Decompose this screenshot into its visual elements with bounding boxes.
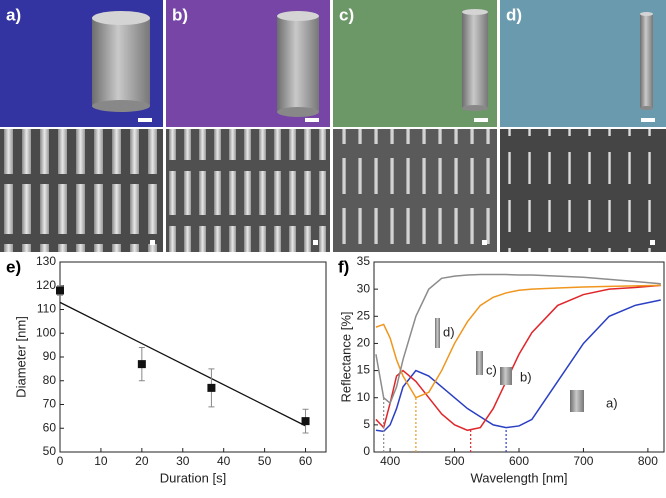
panel-label: a) (6, 5, 21, 24)
y-axis-title: Reflectance [%] (338, 311, 353, 402)
data-point (137, 360, 146, 369)
scale-bar (138, 118, 655, 122)
data-point (301, 417, 310, 426)
y-tick-label: 110 (37, 302, 56, 316)
x-tick-label: 700 (573, 454, 593, 468)
x-tick-label: 50 (258, 454, 272, 468)
y-tick-label: 25 (357, 308, 371, 322)
y-tick-label: 15 (357, 363, 371, 377)
x-tick-label: 60 (299, 454, 313, 468)
sem-image (166, 129, 330, 252)
plot-frame (59, 261, 327, 453)
cylinder-icon (570, 390, 584, 412)
x-tick-label: 500 (445, 454, 465, 468)
y-tick-label: 120 (36, 278, 56, 292)
cylinder-icon (92, 9, 653, 117)
panel-label: f) (338, 257, 349, 276)
y-tick-label: 130 (36, 254, 56, 268)
y-tick-label: 70 (43, 397, 57, 411)
sem-image (0, 129, 163, 252)
series-label: b) (520, 369, 532, 384)
x-tick-label: 40 (217, 454, 231, 468)
spectrum-line (375, 299, 661, 433)
x-tick-label: 0 (57, 454, 64, 468)
x-tick-label: 20 (135, 454, 149, 468)
y-axis-title: Diameter [nm] (13, 316, 28, 398)
series-label: d) (443, 324, 455, 339)
panel-label: c) (339, 5, 354, 24)
x-tick-label: 10 (94, 454, 108, 468)
x-axis-title: Wavelength [nm] (470, 470, 567, 485)
y-tick-label: 10 (357, 390, 371, 404)
y-tick-label: 5 (363, 417, 370, 431)
panel-label: e) (6, 257, 21, 276)
panel-label: b) (172, 5, 188, 24)
y-tick-label: 30 (357, 281, 371, 295)
y-tick-label: 100 (36, 325, 56, 339)
x-tick-label: 600 (509, 454, 529, 468)
y-tick-label: 50 (43, 444, 57, 458)
photo (500, 0, 666, 127)
x-axis-title: Duration [s] (160, 470, 226, 485)
spectrum-line (375, 273, 661, 405)
data-point (207, 383, 216, 392)
x-tick-label: 800 (638, 454, 658, 468)
data-point (56, 286, 64, 295)
scale-bar (150, 240, 655, 245)
series-label: a) (606, 395, 618, 410)
spectrum-line (375, 284, 661, 432)
spectrum-line (375, 284, 661, 399)
y-tick-label: 0 (363, 444, 370, 458)
y-tick-label: 35 (357, 254, 371, 268)
y-tick-label: 20 (357, 336, 371, 350)
y-tick-label: 80 (43, 373, 57, 387)
x-tick-label: 30 (176, 454, 190, 468)
series-label: c) (486, 362, 497, 377)
cylinder-icon (476, 351, 483, 375)
panel-label: d) (506, 5, 522, 24)
sem-image (500, 129, 666, 252)
y-tick-label: 90 (43, 349, 57, 363)
sem-image (333, 129, 497, 252)
y-tick-label: 60 (43, 420, 57, 434)
fit-line (59, 301, 306, 427)
cylinder-icon (500, 367, 512, 385)
x-tick-label: 400 (380, 454, 400, 468)
cylinder-icon (435, 318, 440, 348)
